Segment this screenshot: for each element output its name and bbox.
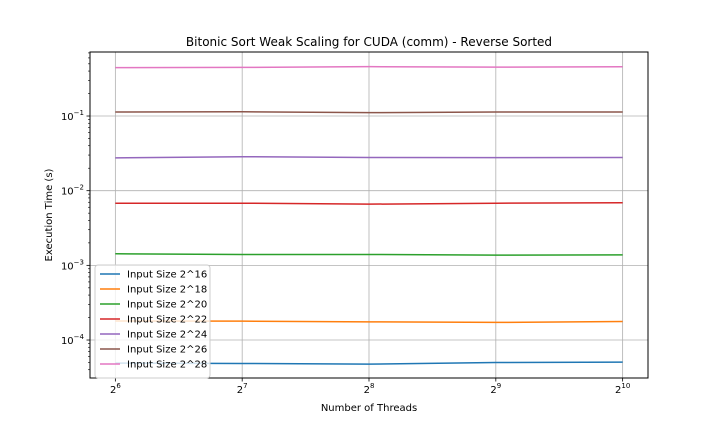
grid bbox=[90, 52, 648, 378]
legend: Input Size 2^16 Input Size 2^18 Input Size… bbox=[94, 264, 211, 379]
x-tick-label: 29 bbox=[490, 382, 501, 396]
y-axis-ticks: 10−4 10−3 10−2 10−1 bbox=[61, 52, 90, 371]
legend-box bbox=[94, 264, 211, 379]
y-tick-label: 10−3 bbox=[61, 258, 84, 272]
x-tick-label: 28 bbox=[364, 382, 375, 396]
legend-entry-label: Input Size 2^26 bbox=[127, 345, 207, 356]
y-tick-label: 10−1 bbox=[61, 109, 84, 123]
legend-entry-label: Input Size 2^18 bbox=[127, 285, 207, 296]
legend-entry-label: Input Size 2^28 bbox=[127, 360, 207, 371]
series-line bbox=[115, 111, 623, 114]
y-axis-label: Execution Time (s) bbox=[44, 168, 55, 261]
legend-entry-label: Input Size 2^20 bbox=[127, 300, 207, 311]
series-line bbox=[115, 253, 623, 256]
y-tick-label: 10−2 bbox=[61, 184, 84, 198]
series-line bbox=[115, 65, 623, 69]
legend-entry-label: Input Size 2^24 bbox=[127, 330, 207, 341]
x-axis-ticks: 26 27 28 29 210 bbox=[110, 378, 630, 396]
x-tick-label: 27 bbox=[237, 382, 248, 396]
series-line bbox=[115, 201, 623, 205]
legend-entry-label: Input Size 2^16 bbox=[127, 270, 207, 281]
y-tick-label: 10−4 bbox=[61, 333, 85, 347]
legend-entry-label: Input Size 2^22 bbox=[127, 315, 207, 326]
chart-title: Bitonic Sort Weak Scaling for CUDA (comm… bbox=[186, 35, 552, 49]
series-line bbox=[115, 155, 623, 159]
x-axis-label: Number of Threads bbox=[321, 403, 417, 414]
x-tick-label: 210 bbox=[615, 382, 630, 396]
x-tick-label: 26 bbox=[110, 382, 121, 396]
